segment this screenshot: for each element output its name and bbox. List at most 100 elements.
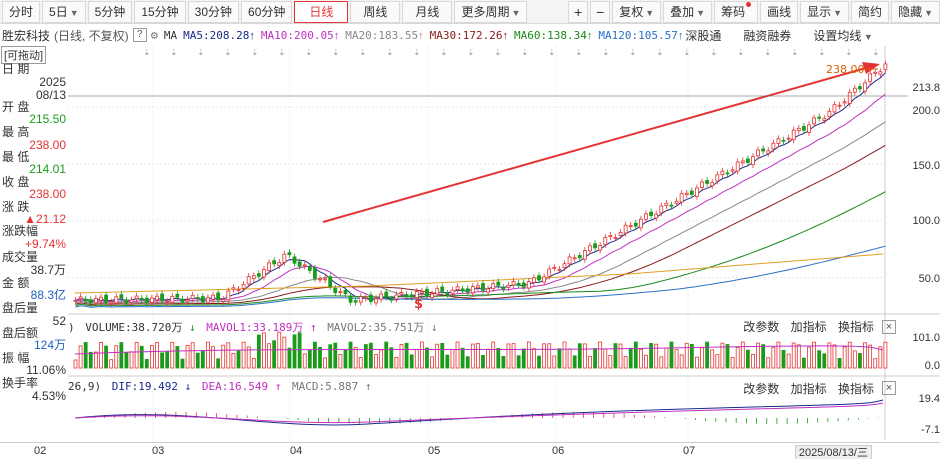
hide-button[interactable]: 隐藏 ▼ (891, 1, 940, 23)
candle-body (425, 288, 429, 297)
period-5day[interactable]: 5日 ▼ (42, 0, 86, 23)
candle-body (725, 172, 730, 175)
volume-bar (313, 341, 317, 369)
candle-body (333, 287, 338, 294)
volume-bar (170, 341, 175, 369)
candle-body (175, 293, 180, 298)
macd-switch-indicator[interactable]: 换指标 (837, 382, 874, 396)
volume-bar (399, 343, 404, 369)
date-axis: 02 03 04 05 06 07 2025/08/13/三 (0, 442, 940, 459)
candle-body (679, 193, 684, 203)
candle-body (740, 160, 745, 164)
mavol1-text: MAVOL1:33.189万 (206, 321, 304, 334)
candle-body (241, 284, 246, 289)
period-intraday[interactable]: 分时 (2, 0, 41, 23)
volume-bar (358, 357, 363, 369)
hk-connect-link[interactable]: 深股通 (685, 28, 722, 43)
period-daily[interactable]: 日线 (294, 0, 349, 23)
candle-body (419, 291, 424, 294)
candle-body (404, 294, 409, 298)
volume-bar (435, 343, 440, 369)
macd-edit-params[interactable]: 改参数 (743, 382, 780, 396)
volume-label: 成交量 (2, 250, 39, 264)
candle-body (348, 295, 353, 303)
volume-bar (679, 354, 684, 369)
after-amt-label: 盘后额 (2, 326, 39, 340)
volume-bar (379, 349, 384, 369)
volume-bar (542, 343, 547, 369)
volume-bar (236, 350, 241, 369)
volume-axis-top: 101.0 (912, 332, 940, 344)
volume-bar (817, 350, 822, 369)
period-monthly[interactable]: 月线 (402, 0, 453, 23)
volume-bar (613, 343, 618, 369)
help-icon[interactable]: ? (132, 28, 147, 42)
notification-dot-icon (746, 2, 752, 7)
candle-body (822, 118, 827, 121)
volume-bar (639, 348, 643, 369)
dea-text: DEA:16.549 (201, 380, 269, 393)
candle-body (516, 282, 521, 286)
draggable-tag[interactable]: [可拖动] (1, 46, 47, 64)
candle-body (119, 294, 124, 299)
candle-body (236, 289, 241, 291)
event-marker: ⇣ (279, 48, 286, 57)
ma-line (75, 72, 886, 302)
volume-switch-indicator[interactable]: 换指标 (837, 320, 874, 334)
trend-arrow-line[interactable] (322, 67, 867, 223)
volume-bar (374, 354, 378, 369)
zoom-out-icon[interactable]: − (590, 1, 611, 23)
candle-body (389, 298, 394, 301)
period-weekly[interactable]: 周线 (350, 0, 401, 23)
candle-body (562, 263, 567, 268)
period-more[interactable]: 更多周期 ▼ (454, 0, 528, 23)
display-button[interactable]: 显示 ▼ (800, 1, 850, 23)
ma-settings-link[interactable]: 设置均线 ▼ (813, 27, 872, 44)
candle-body (593, 243, 597, 249)
candle-body (369, 294, 373, 302)
period-5min[interactable]: 5分钟 (87, 0, 133, 23)
candle-body (374, 298, 378, 304)
date-tick: 07 (683, 445, 696, 457)
volume-edit-params[interactable]: 改参数 (743, 320, 780, 334)
adjust-button[interactable]: 复权 ▼ (612, 1, 662, 23)
volume-bar (267, 343, 271, 369)
volume-bar (292, 334, 297, 369)
candle-body (511, 280, 516, 286)
margin-link[interactable]: 融资融券 (743, 28, 792, 43)
close-icon[interactable]: × (882, 381, 896, 395)
volume-bar (394, 356, 399, 369)
draw-line-button[interactable]: 画线 (760, 1, 799, 23)
period-15min[interactable]: 15分钟 (134, 0, 186, 23)
volume-bar (689, 343, 694, 369)
volume-bar (353, 347, 358, 369)
volume-bar (608, 355, 613, 369)
quote-info-panel[interactable]: [可拖动] 日 期 2025 08/13 开 盘 215.50 最 高 238.… (0, 46, 68, 456)
volume-bar (328, 344, 333, 369)
after-vol-value: 52 (52, 314, 66, 328)
candle-body (246, 276, 251, 285)
date-tick: 04 (290, 445, 303, 457)
macd-add-indicator[interactable]: 加指标 (790, 382, 827, 396)
zoom-in-icon[interactable]: + (568, 1, 589, 23)
gear-icon[interactable]: ⚙ (150, 28, 158, 42)
arrow-up-icon: ↑ (274, 380, 282, 393)
event-marker: ⇣ (441, 48, 448, 57)
volume-bar (796, 344, 801, 369)
high-annotation: 238.00 (826, 63, 865, 76)
turnover-value: 4.53% (31, 389, 66, 403)
volume-add-indicator[interactable]: 加指标 (790, 320, 827, 334)
kline-chart[interactable]: ⇣ ⇣ ⇣ ⇣ ⇣ ⇣ ⇣ ⇣ ⇣ ⇣ ⇣ ⇣ ⇣ ⇣ ⇣ ⇣ ⇣ ⇣ ⇣ ⇣ ⇣ ⇣ ⇣ ⇣ ⇣ ⇣ ⇣ ⇣ 238.00 $ (68, 46, 940, 440)
volume-bar (440, 343, 445, 369)
overlay-button[interactable]: 叠加 ▼ (663, 1, 713, 23)
close-icon[interactable]: × (882, 320, 896, 334)
candle-body (572, 257, 577, 260)
volume-bar (190, 342, 195, 369)
chips-button[interactable]: 筹码 (714, 1, 759, 23)
period-60min[interactable]: 60分钟 (241, 0, 293, 23)
candle-body (445, 292, 450, 295)
period-30min[interactable]: 30分钟 (187, 0, 240, 23)
volume-bar (526, 341, 531, 369)
simple-button[interactable]: 简约 (851, 1, 890, 23)
volume-bar (343, 349, 348, 369)
